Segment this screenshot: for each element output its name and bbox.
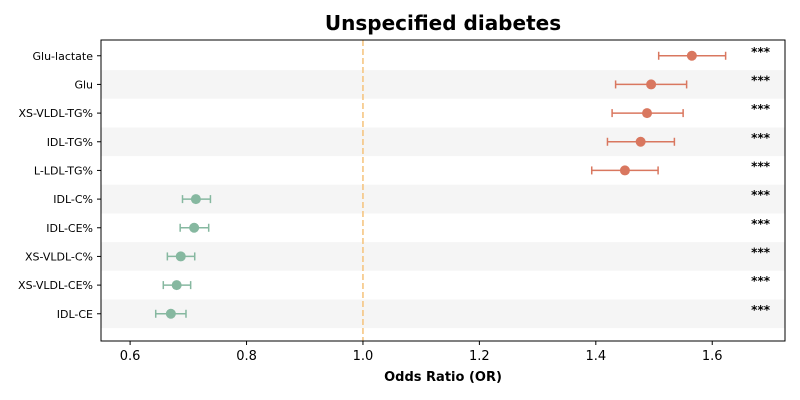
point-estimate — [642, 108, 653, 119]
x-tick-label: 1.4 — [585, 349, 606, 364]
significance-label: *** — [751, 188, 771, 202]
x-tick-label: 1.2 — [469, 349, 490, 364]
data-row — [181, 194, 212, 205]
data-row — [614, 79, 688, 90]
significance-label: *** — [751, 245, 771, 259]
significance-label: *** — [751, 159, 771, 173]
y-axis: Glu-lactate Glu XS-VLDL-TG% IDL-TG% L-LDL-TG… — [18, 50, 101, 321]
significance-label: *** — [751, 303, 771, 317]
significance-labels: *** *** *** *** *** *** *** *** *** *** — [751, 45, 771, 317]
y-tick-label: IDL-C% — [53, 193, 93, 206]
data-marks — [154, 50, 727, 319]
x-axis-label: Odds Ratio (OR) — [384, 370, 502, 385]
point-estimate — [165, 308, 176, 319]
data-row — [611, 108, 684, 119]
row-band — [101, 127, 785, 157]
significance-label: *** — [751, 274, 771, 288]
row-band — [101, 299, 785, 329]
y-tick-label: L-LDL-TG% — [34, 164, 93, 177]
y-tick-label: XS-VLDL-C% — [25, 250, 93, 263]
data-row — [657, 50, 727, 61]
point-estimate — [190, 194, 201, 205]
point-estimate — [686, 50, 697, 61]
y-tick-label: XS-VLDL-TG% — [18, 107, 93, 120]
y-tick-label: XS-VLDL-CE% — [18, 279, 93, 292]
plot-frame — [100, 39, 786, 342]
data-row — [179, 222, 210, 233]
significance-label: *** — [751, 217, 771, 231]
y-tick-label: IDL-CE — [57, 308, 93, 321]
y-tick-label: Glu — [74, 78, 93, 91]
x-tick-label: 1.0 — [353, 349, 374, 364]
data-row — [154, 308, 187, 319]
y-tick-label: IDL-TG% — [47, 136, 93, 149]
point-estimate — [646, 79, 657, 90]
data-row — [166, 251, 196, 262]
data-row — [606, 136, 676, 147]
point-estimate — [175, 251, 186, 262]
x-tick-label: 1.6 — [702, 349, 723, 364]
point-estimate — [635, 136, 646, 147]
y-tick-label: Glu-lactate — [33, 50, 94, 63]
significance-label: *** — [751, 131, 771, 145]
x-tick-label: 0.6 — [120, 349, 141, 364]
point-estimate — [189, 222, 200, 233]
x-tick-label: 0.8 — [236, 349, 257, 364]
significance-label: *** — [751, 45, 771, 59]
row-band — [101, 184, 785, 214]
x-axis: 0.6 0.8 1.0 1.2 1.4 1.6 — [120, 341, 723, 364]
point-estimate — [619, 165, 630, 176]
data-row — [162, 280, 192, 291]
chart-title: Unspecified diabetes — [325, 11, 561, 35]
point-estimate — [171, 280, 182, 291]
data-row — [590, 165, 659, 176]
y-tick-label: IDL-CE% — [46, 222, 93, 235]
significance-label: *** — [751, 73, 771, 87]
significance-label: *** — [751, 102, 771, 116]
row-band — [101, 242, 785, 271]
